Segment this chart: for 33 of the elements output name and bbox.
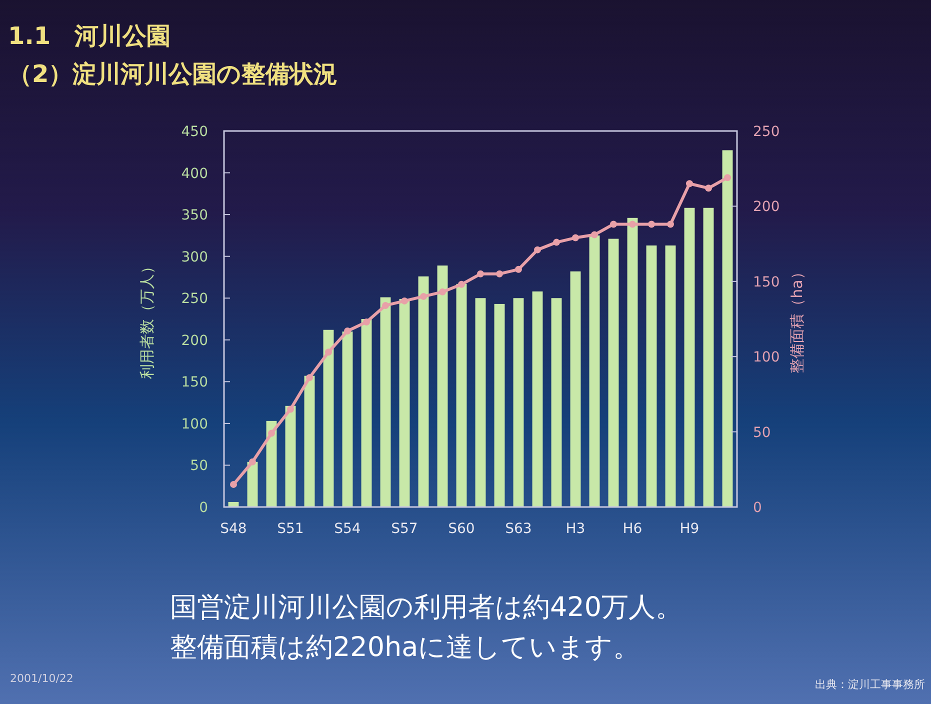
source-note: 出典：淀川工事事務所 bbox=[815, 678, 925, 691]
y-tick-label: 100 bbox=[181, 416, 208, 432]
y-tick-label: 50 bbox=[190, 458, 208, 474]
x-tick-label: S54 bbox=[334, 521, 361, 537]
x-tick-label: S63 bbox=[505, 521, 532, 537]
y-tick-label: 250 bbox=[181, 291, 208, 308]
y2-tick-label: 200 bbox=[753, 199, 780, 216]
y2-tick-label: 100 bbox=[753, 350, 780, 366]
y2-tick-label: 250 bbox=[753, 124, 780, 140]
y-tick-label: 300 bbox=[181, 249, 208, 266]
y-tick-label: 450 bbox=[181, 124, 208, 140]
y2-tick-label: 150 bbox=[753, 274, 780, 290]
x-tick-label: S57 bbox=[391, 521, 418, 537]
y-tick-label: 200 bbox=[181, 332, 208, 349]
x-tick-label: S60 bbox=[448, 521, 475, 537]
text: 2001/10/22 bbox=[10, 672, 74, 685]
y-tick-label: 0 bbox=[199, 500, 208, 516]
x-tick-label: S48 bbox=[220, 521, 247, 537]
chart-title: 1.1 河川公園 bbox=[8, 22, 171, 50]
y-tick-label: 150 bbox=[181, 374, 208, 391]
x-tick-label: S51 bbox=[277, 521, 304, 537]
text: 整備面積は約220haに達しています。 bbox=[170, 632, 640, 663]
y2-axis-title: 整備面積（ha） bbox=[788, 264, 806, 374]
x-tick-label: H9 bbox=[680, 521, 700, 537]
y-tick-label: 400 bbox=[181, 166, 208, 182]
y-axis-title: 利用者数（万人） bbox=[138, 259, 156, 379]
x-tick-label: H3 bbox=[566, 521, 586, 537]
y-tick-label: 350 bbox=[181, 208, 208, 224]
x-tick-label: H6 bbox=[622, 521, 642, 537]
y2-tick-label: 0 bbox=[753, 500, 762, 516]
y2-tick-label: 50 bbox=[753, 424, 771, 441]
chart-subtitle: （2）淀川河川公園の整備状況 bbox=[8, 60, 338, 88]
text: 国営淀川河川公園の利用者は約420万人。 bbox=[170, 592, 683, 623]
